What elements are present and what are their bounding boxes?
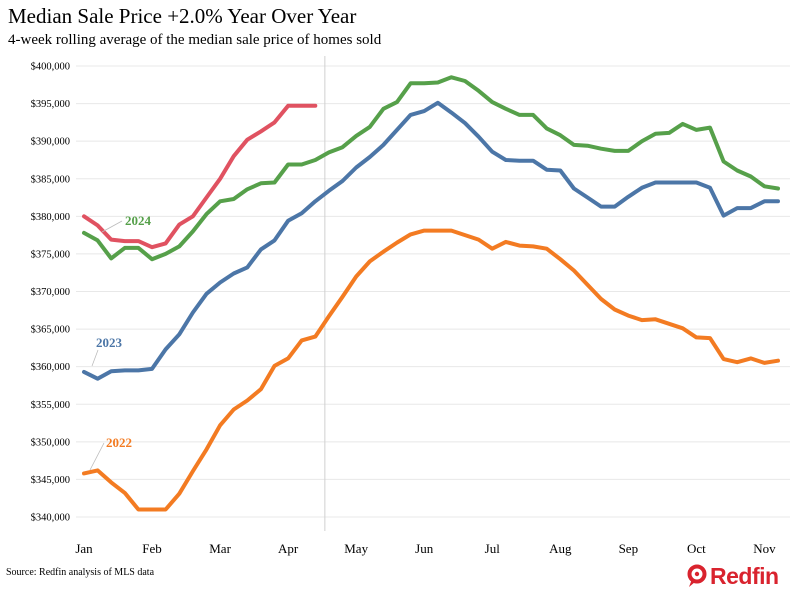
y-axis: $340,000 $345,000 $350,000 $355,000 $360,000…	[31, 62, 70, 524]
series-line-2025	[82, 103, 318, 250]
grid	[76, 56, 790, 531]
source-note: Source: Redfin analysis of MLS data	[6, 567, 155, 578]
x-tick-label: Nov	[753, 541, 776, 556]
y-tick-label: $360,000	[31, 362, 70, 373]
y-tick-label: $365,000	[31, 325, 70, 336]
x-tick-label: May	[344, 541, 368, 556]
redfin-logo-icon	[687, 564, 707, 587]
y-tick-label: $395,000	[31, 99, 70, 110]
x-tick-label: Feb	[142, 541, 162, 556]
x-tick-label: Aug	[549, 541, 572, 556]
y-tick-label: $390,000	[31, 137, 70, 148]
x-tick-label: Jul	[485, 541, 501, 556]
y-tick-label: $350,000	[31, 437, 70, 448]
series-label-leader	[91, 349, 99, 367]
series-label-leader	[89, 442, 105, 471]
chart-subtitle: 4-week rolling average of the median sal…	[8, 32, 382, 48]
y-tick-label: $400,000	[31, 62, 70, 73]
x-tick-label: Jan	[75, 541, 93, 556]
series-label-2023: 2023	[96, 335, 123, 350]
series-line-2022	[82, 228, 780, 512]
series-label-leader	[101, 220, 123, 233]
redfin-logo-text: Redfin	[710, 562, 779, 589]
y-tick-label: $385,000	[31, 174, 70, 185]
x-tick-label: Sep	[619, 541, 639, 556]
y-tick-label: $345,000	[31, 475, 70, 486]
y-tick-label: $355,000	[31, 400, 70, 411]
series-labels: 2024 2023 2022	[89, 213, 152, 471]
series-label-2022: 2022	[106, 435, 132, 450]
y-tick-label: $380,000	[31, 212, 70, 223]
x-tick-label: Jun	[415, 541, 434, 556]
series-line-2024	[82, 75, 780, 262]
x-tick-label: Mar	[209, 541, 231, 556]
series-lines	[82, 75, 780, 512]
chart-title: Median Sale Price +2.0% Year Over Year	[8, 4, 357, 28]
x-tick-label: Apr	[278, 541, 299, 556]
x-axis: JanFebMarAprMayJunJulAugSepOctNovDec	[75, 541, 776, 556]
y-tick-label: $375,000	[31, 249, 70, 260]
x-tick-label: Oct	[687, 541, 706, 556]
series-line-2023	[82, 100, 780, 381]
y-tick-label: $370,000	[31, 287, 70, 298]
series-label-2024: 2024	[125, 213, 152, 228]
redfin-logo: Redfin	[686, 561, 779, 591]
y-tick-label: $340,000	[31, 513, 70, 524]
